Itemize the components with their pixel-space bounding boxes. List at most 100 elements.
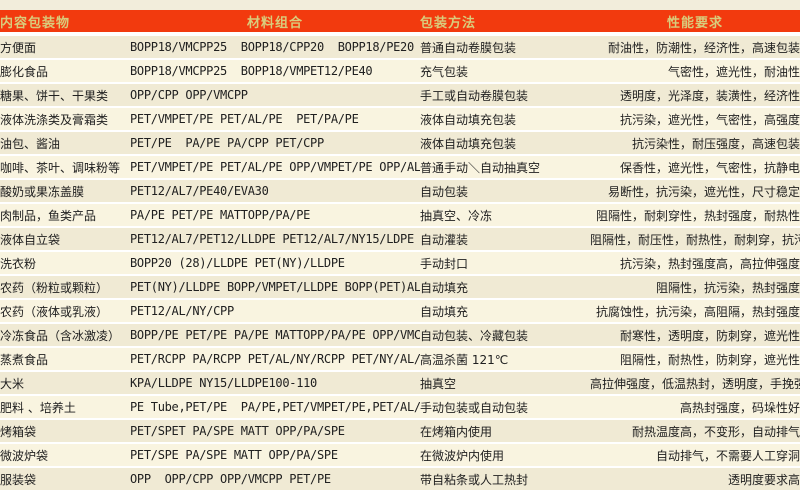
table-row: 肉制品，鱼类产品 PA/PE PET/PE MATTOPP/PA/PE 抽真空、冷冻…	[0, 203, 800, 228]
cell-method: 自动填充	[420, 275, 590, 300]
cell-method: 手动封口	[420, 251, 590, 276]
cell-method: 带自粘条或人工热封	[420, 467, 590, 490]
cell-requirements: 阻隔性，抗污染，热封强度	[590, 275, 800, 300]
table-row: 酸奶或果冻盖膜 PET12/AL7/PE40/EVA30 自动包装 易断性，抗污染，遮…	[0, 179, 800, 204]
cell-item: 肉制品，鱼类产品	[0, 203, 130, 228]
table-row: 微波炉袋 PET/SPE PA/SPE MATT OPP/PA/SPE 在微波炉内使…	[0, 443, 800, 468]
table-row: 糖果、饼干、干果类 OPP/CPP OPP/VMCPP 手工或自动卷膜包装 透明度，光…	[0, 83, 800, 108]
cell-requirements: 耐热温度高，不变形，自动排气	[590, 419, 800, 444]
cell-item: 大米	[0, 371, 130, 396]
table-body: 方便面 BOPP18/VMCPP25 BOPP18/CPP20 BOPP18/PE…	[0, 34, 800, 490]
table-row: 服装袋 OPP OPP/CPP OPP/VMCPP PET/PE 带自粘条或人工热封…	[0, 467, 800, 490]
cell-item: 膨化食品	[0, 59, 130, 84]
cell-method: 抽真空、冷冻	[420, 203, 590, 228]
cell-item: 液体自立袋	[0, 227, 130, 252]
cell-requirements: 保香性，遮光性，气密性，抗静电	[590, 155, 800, 180]
cell-method: 充气包装	[420, 59, 590, 84]
cell-method: 在微波炉内使用	[420, 443, 590, 468]
cell-materials: BOPP18/VMCPP25 BOPP18/CPP20 BOPP18/PE20	[130, 34, 420, 60]
cell-item: 液体洗涤类及膏霜类	[0, 107, 130, 132]
cell-method: 在烤箱内使用	[420, 419, 590, 444]
cell-method: 高温杀菌 121℃	[420, 347, 590, 372]
cell-requirements: 高拉伸强度，低温热封，透明度，手挽强度高	[590, 371, 800, 396]
cell-item: 服装袋	[0, 467, 130, 490]
cell-item: 方便面	[0, 34, 130, 60]
cell-materials: PET12/AL7/PET12/LLDPE PET12/AL7/NY15/LDP…	[130, 227, 420, 252]
cell-requirements: 阻隔性，耐刺穿性，热封强度，耐热性	[590, 203, 800, 228]
cell-materials: BOPP20 (28)/LLDPE PET(NY)/LLDPE	[130, 251, 420, 276]
cell-item: 冷冻食品（含冰激凌）	[0, 323, 130, 348]
table-row: 液体洗涤类及膏霜类 PET/VMPET/PE PET/AL/PE PET/PA/P…	[0, 107, 800, 132]
cell-requirements: 耐寒性，透明度，防刺穿，遮光性	[590, 323, 800, 348]
cell-requirements: 耐油性，防潮性，经济性，高速包装	[590, 34, 800, 60]
cell-method: 自动包装	[420, 179, 590, 204]
cell-requirements: 透明度要求高	[590, 467, 800, 490]
cell-requirements: 阻隔性，耐压性，耐热性，耐刺穿，抗污染	[590, 227, 800, 252]
cell-materials: KPA/LLDPE NY15/LLDPE100-110	[130, 371, 420, 396]
table-row: 油包、酱油 PET/PE PA/PE PA/CPP PET/CPP 液体自动填充包装…	[0, 131, 800, 156]
cell-materials: OPP/CPP OPP/VMCPP	[130, 83, 420, 108]
cell-method: 自动灌装	[420, 227, 590, 252]
table-row: 农药（液体或乳液） PET12/AL/NY/CPP 自动填充 抗腐蚀性，抗污染，高阻隔…	[0, 299, 800, 324]
cell-materials: PET/SPET PA/SPE MATT OPP/PA/SPE	[130, 419, 420, 444]
cell-materials: PE Tube,PET/PE PA/PE,PET/VMPET/PE,PET/AL…	[130, 395, 420, 420]
packaging-materials-table: 内容包装物 材料组合 包装方法 性能要求 方便面 BOPP18/VMCPP25 B…	[0, 10, 800, 490]
table-row: 农药（粉粒或颗粒） PET(NY)/LLDPE BOPP/VMPET/LLDPE …	[0, 275, 800, 300]
cell-materials: PET(NY)/LLDPE BOPP/VMPET/LLDPE BOPP(PET)…	[130, 275, 420, 300]
cell-materials: PET12/AL/NY/CPP	[130, 299, 420, 324]
cell-materials: BOPP/PE PET/PE PA/PE MATTOPP/PA/PE OPP/V…	[130, 323, 420, 348]
cell-method: 普通手动＼自动抽真空	[420, 155, 590, 180]
header-contents: 内容包装物	[0, 10, 130, 36]
cell-method: 液体自动填充包装	[420, 107, 590, 132]
cell-requirements: 自动排气，不需要人工穿洞	[590, 443, 800, 468]
cell-item: 烤箱袋	[0, 419, 130, 444]
cell-item: 蒸煮食品	[0, 347, 130, 372]
cell-item: 农药（粉粒或颗粒）	[0, 275, 130, 300]
cell-materials: PET/RCPP PA/RCPP PET/AL/NY/RCPP PET/NY/A…	[130, 347, 420, 372]
table-row: 膨化食品 BOPP18/VMCPP25 BOPP18/VMPET12/PE40 充气…	[0, 59, 800, 84]
table-row: 蒸煮食品 PET/RCPP PA/RCPP PET/AL/NY/RCPP PET/…	[0, 347, 800, 372]
cell-item: 酸奶或果冻盖膜	[0, 179, 130, 204]
cell-requirements: 抗污染，热封强度高，高拉伸强度	[590, 251, 800, 276]
cell-materials: PET/SPE PA/SPE MATT OPP/PA/SPE	[130, 443, 420, 468]
header-performance-requirements: 性能要求	[590, 10, 800, 36]
cell-materials: OPP OPP/CPP OPP/VMCPP PET/PE	[130, 467, 420, 490]
table-row: 液体自立袋 PET12/AL7/PET12/LLDPE PET12/AL7/NY1…	[0, 227, 800, 252]
cell-materials: PET/VMPET/PE PET/AL/PE PET/PA/PE	[130, 107, 420, 132]
cell-requirements: 透明度，光泽度，装潢性，经济性	[590, 83, 800, 108]
cell-item: 糖果、饼干、干果类	[0, 83, 130, 108]
header-row: 内容包装物 材料组合 包装方法 性能要求	[0, 10, 800, 36]
table-row: 烤箱袋 PET/SPET PA/SPE MATT OPP/PA/SPE 在烤箱内使用…	[0, 419, 800, 444]
header-packaging-method: 包装方法	[420, 10, 590, 36]
cell-item: 微波炉袋	[0, 443, 130, 468]
cell-item: 油包、酱油	[0, 131, 130, 156]
header-material-combination: 材料组合	[130, 10, 420, 36]
cell-method: 自动包装、冷藏包装	[420, 323, 590, 348]
cell-item: 洗衣粉	[0, 251, 130, 276]
cell-method: 手工或自动卷膜包装	[420, 83, 590, 108]
cell-requirements: 易断性，抗污染，遮光性，尺寸稳定	[590, 179, 800, 204]
table-row: 冷冻食品（含冰激凌） BOPP/PE PET/PE PA/PE MATTOPP/P…	[0, 323, 800, 348]
table-header: 内容包装物 材料组合 包装方法 性能要求	[0, 10, 800, 36]
cell-materials: BOPP18/VMCPP25 BOPP18/VMPET12/PE40	[130, 59, 420, 84]
cell-materials: PET12/AL7/PE40/EVA30	[130, 179, 420, 204]
cell-materials: PET/VMPET/PE PET/AL/PE OPP/VMPET/PE OPP/…	[130, 155, 420, 180]
cell-method: 手动包装或自动包装	[420, 395, 590, 420]
table-row: 方便面 BOPP18/VMCPP25 BOPP18/CPP20 BOPP18/PE…	[0, 34, 800, 60]
cell-requirements: 抗污染，遮光性，气密性，高强度	[590, 107, 800, 132]
cell-requirements: 高热封强度，码垛性好	[590, 395, 800, 420]
table-row: 洗衣粉 BOPP20 (28)/LLDPE PET(NY)/LLDPE 手动封口 抗污…	[0, 251, 800, 276]
cell-method: 自动填充	[420, 299, 590, 324]
cell-method: 液体自动填充包装	[420, 131, 590, 156]
table-row: 肥料 、培养土 PE Tube,PET/PE PA/PE,PET/VMPET/PE…	[0, 395, 800, 420]
table-row: 咖啡、茶叶、调味粉等 PET/VMPET/PE PET/AL/PE OPP/VMP…	[0, 155, 800, 180]
cell-item: 咖啡、茶叶、调味粉等	[0, 155, 130, 180]
cell-method: 普通自动卷膜包装	[420, 34, 590, 60]
cell-requirements: 气密性，遮光性，耐油性	[590, 59, 800, 84]
cell-method: 抽真空	[420, 371, 590, 396]
cell-requirements: 抗腐蚀性，抗污染，高阻隔，热封强度	[590, 299, 800, 324]
table-row: 大米 KPA/LLDPE NY15/LLDPE100-110 抽真空 高拉伸强度，低温…	[0, 371, 800, 396]
cell-requirements: 抗污染性，耐压强度，高速包装	[590, 131, 800, 156]
cell-materials: PA/PE PET/PE MATTOPP/PA/PE	[130, 203, 420, 228]
